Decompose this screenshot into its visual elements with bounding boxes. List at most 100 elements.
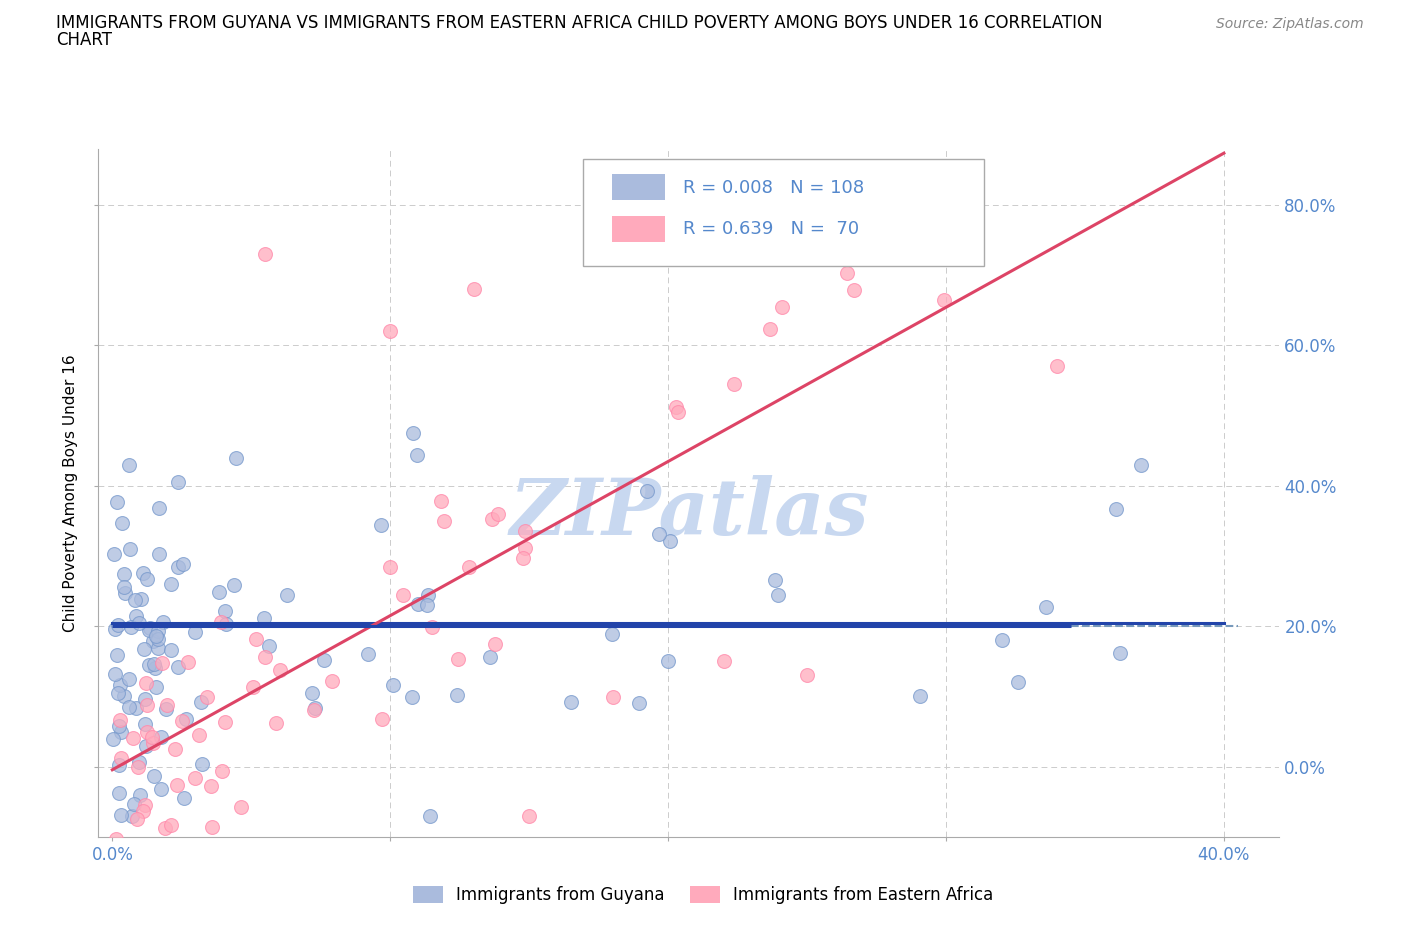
Point [103,547,125,562]
Point [763,573,786,588]
Point [167,560,190,575]
Point [406,597,429,612]
Point [796,668,818,683]
Point [118,671,141,686]
Point [659,534,682,549]
Point [134,717,156,732]
Point [759,321,782,336]
Point [110,807,132,822]
Point [195,690,218,705]
Point [142,736,165,751]
Point [484,636,506,651]
Point [187,727,209,742]
Point [209,615,232,630]
Point [148,500,170,515]
Point [990,633,1012,648]
Point [381,678,404,693]
Point [560,694,582,709]
Point [873,200,896,215]
Point [145,679,167,694]
Point [222,578,245,592]
Point [184,771,207,786]
Point [392,588,415,603]
Point [134,692,156,707]
Point [112,579,135,594]
Point [118,699,141,714]
Point [214,604,236,618]
Point [214,714,236,729]
Point [138,623,160,638]
FancyBboxPatch shape [612,174,665,201]
Point [155,820,177,835]
Point [120,619,142,634]
Point [191,757,214,772]
Y-axis label: Child Poverty Among Boys Under 16: Child Poverty Among Boys Under 16 [63,354,79,631]
Point [166,660,188,675]
Point [647,526,669,541]
Text: IMMIGRANTS FROM GUYANA VS IMMIGRANTS FROM EASTERN AFRICA CHILD POVERTY AMONG BOY: IMMIGRANTS FROM GUYANA VS IMMIGRANTS FRO… [56,14,1102,32]
Point [160,643,183,658]
Point [166,777,188,792]
Point [141,729,163,744]
Point [121,808,143,823]
Point [665,400,688,415]
Point [446,687,468,702]
Point [142,656,165,671]
Text: R = 0.008   N = 108: R = 0.008 N = 108 [683,179,865,197]
Point [163,742,186,757]
Point [174,711,197,726]
Point [304,700,326,715]
Point [121,731,143,746]
Point [190,695,212,710]
Point [124,592,146,607]
Point [149,729,172,744]
Point [108,786,131,801]
Point [321,673,343,688]
Point [139,620,162,635]
Point [155,701,177,716]
Point [127,853,149,868]
Point [105,494,128,509]
Point [112,688,135,703]
Point [131,565,153,580]
Point [104,667,127,682]
Point [200,778,222,793]
Point [138,658,160,672]
Point [842,283,865,298]
Point [125,812,148,827]
Point [111,516,134,531]
Point [401,689,423,704]
Point [159,817,181,832]
Point [124,797,146,812]
Point [416,597,439,612]
Point [107,686,129,701]
Point [770,299,793,314]
Point [370,518,392,533]
Point [128,788,150,803]
Point [478,649,501,664]
Point [142,633,165,648]
Point [304,702,326,717]
Point [172,556,194,571]
FancyBboxPatch shape [612,216,665,242]
Point [208,585,231,600]
Point [378,560,401,575]
Point [242,680,264,695]
Point [420,619,443,634]
Point [513,524,536,538]
Point [636,484,658,498]
Point [628,696,651,711]
Point [433,513,456,528]
Point [114,586,136,601]
Point [166,474,188,489]
Point [110,751,132,765]
Point [135,675,157,690]
Point [148,631,170,646]
Point [266,716,288,731]
Point [276,588,298,603]
Point [1035,600,1057,615]
Text: ZIPatlas: ZIPatlas [509,475,869,551]
Point [1109,646,1132,661]
Point [1129,458,1152,472]
Point [108,677,131,692]
